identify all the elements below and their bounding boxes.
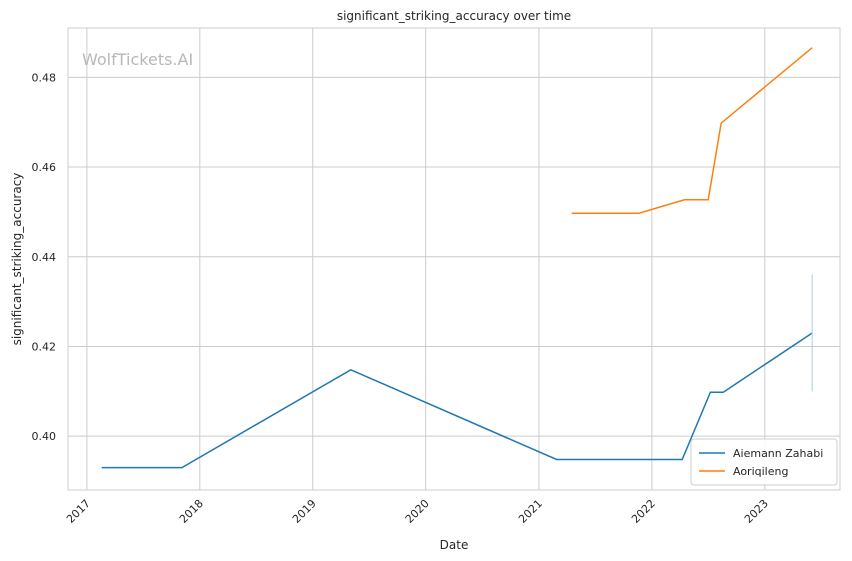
x-tick-label: 2017 <box>64 497 93 526</box>
y-tick-labels: 0.40 0.42 0.44 0.46 0.48 <box>32 71 57 443</box>
y-tick-label: 0.42 <box>32 340 57 353</box>
plot-frame <box>67 27 841 491</box>
y-tick-label: 0.46 <box>32 161 57 174</box>
series-layer <box>101 47 813 469</box>
chart-title: significant_striking_accuracy over time <box>337 9 571 23</box>
watermark: WolfTickets.AI <box>82 50 193 69</box>
legend-entry: Aiemann Zahabi <box>733 447 823 460</box>
x-axis-label: Date <box>440 538 469 552</box>
legend-entry: Aoriqileng <box>733 465 788 478</box>
x-tick-label: 2021 <box>516 497 545 526</box>
series-line <box>101 332 813 469</box>
x-tick-label: 2023 <box>742 497 771 526</box>
legend-box <box>690 438 838 486</box>
x-tick-label: 2022 <box>629 497 658 526</box>
series-line <box>571 47 813 214</box>
grid-lines <box>68 28 840 490</box>
y-tick-label: 0.44 <box>32 251 57 264</box>
x-tick-labels: 2017 2018 2019 2020 2021 2022 2023 <box>64 497 771 526</box>
x-tick-label: 2019 <box>290 497 319 526</box>
legend: Aiemann Zahabi Aoriqileng <box>690 438 838 486</box>
y-tick-label: 0.48 <box>32 71 57 84</box>
x-tick-label: 2018 <box>177 497 206 526</box>
x-tick-label: 2020 <box>403 497 432 526</box>
y-tick-label: 0.40 <box>32 430 57 443</box>
y-axis-label: significant_striking_accuracy <box>10 173 24 346</box>
